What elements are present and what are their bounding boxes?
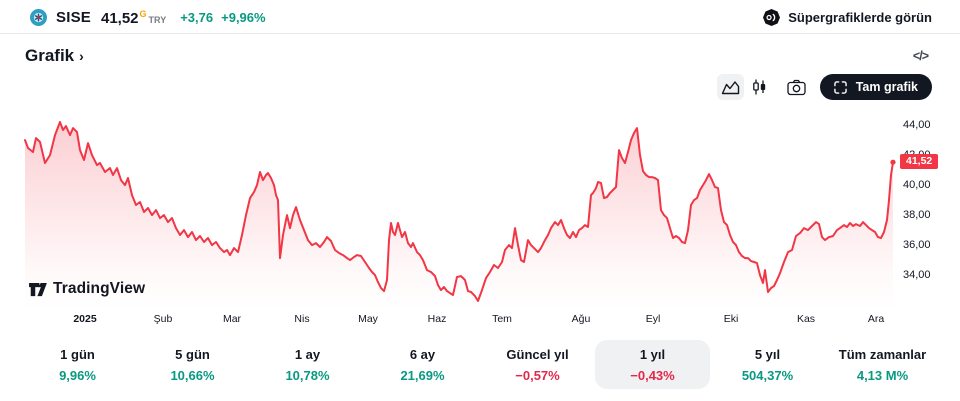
supercharts-link[interactable]: Süpergrafiklerde görün — [763, 9, 932, 26]
period-label: Güncel yıl — [506, 346, 569, 362]
period-selector: 1 gün 9,96% 5 gün 10,66% 1 ay 10,78% 6 ay 21,69… — [0, 332, 960, 389]
x-axis: 2025 Şub Mar Nis May Haz Tem Ağu Eyl Eki Kas Ara — [20, 310, 940, 332]
chart-type-switcher — [716, 74, 773, 100]
period-button-6-ay[interactable]: 6 ay 21,69% — [365, 340, 480, 389]
supercharts-badge-icon — [763, 9, 781, 26]
x-axis-label: Ara — [867, 313, 885, 325]
y-axis-label: 38,00 — [903, 209, 931, 221]
period-label: Tüm zamanlar — [838, 346, 927, 362]
fullscreen-icon — [833, 80, 847, 94]
embed-code-icon[interactable]: </> — [912, 49, 929, 63]
candlestick-icon — [752, 79, 767, 95]
sise-logo-icon — [30, 9, 47, 26]
x-axis-label: Tem — [492, 313, 512, 325]
y-axis-label: 36,00 — [903, 239, 931, 251]
period-button-guncel-yil[interactable]: Güncel yıl −0,57% — [480, 340, 595, 389]
period-label: 1 gün — [60, 346, 95, 362]
currency-label: TRY — [148, 14, 167, 25]
tradingview-attribution[interactable]: TradingView — [28, 280, 145, 298]
area-chart-icon — [721, 80, 740, 95]
price-area-svg[interactable] — [20, 115, 920, 310]
change-absolute: +3,76 — [180, 10, 214, 25]
header-divider — [0, 33, 960, 34]
period-label: 1 ay — [294, 346, 321, 362]
y-axis-label: 44,00 — [903, 119, 931, 131]
period-change-value: 4,13 M% — [856, 367, 909, 383]
period-button-1-gun[interactable]: 1 gün 9,96% — [20, 340, 135, 389]
period-button-tum-zamanlar[interactable]: Tüm zamanlar 4,13 M% — [825, 340, 940, 389]
supercharts-label: Süpergrafiklerde görün — [788, 10, 932, 25]
period-button-5-yil[interactable]: 5 yıl 504,37% — [710, 340, 825, 389]
x-axis-label: Haz — [427, 313, 447, 325]
camera-icon — [787, 79, 806, 96]
period-label: 5 gün — [175, 346, 210, 362]
fullscreen-chart-button[interactable]: Tam grafik — [819, 74, 932, 100]
snapshot-button[interactable] — [783, 74, 810, 100]
section-title-link[interactable]: Grafik › — [25, 46, 84, 66]
x-axis-label: Eki — [723, 313, 739, 325]
period-change-value: 9,96% — [59, 367, 96, 383]
y-axis-label: 40,00 — [903, 179, 931, 191]
period-label: 5 yıl — [754, 346, 781, 362]
widget-header: SISE 41,52GTRY +3,76 +9,96% Süpergrafikl… — [0, 0, 960, 33]
period-change-value: 10,78% — [285, 367, 330, 383]
period-label: 6 ay — [409, 346, 436, 362]
x-axis-label: Ağu — [571, 313, 591, 325]
period-button-5-gun[interactable]: 5 gün 10,66% — [135, 340, 250, 389]
period-change-value: 10,66% — [170, 367, 215, 383]
current-price: 41,52GTRY — [100, 8, 167, 27]
last-price-badge: 41,52 — [900, 154, 939, 169]
x-axis-label: Mar — [222, 313, 242, 325]
period-change-value: 21,69% — [400, 367, 445, 383]
tradingview-attribution-label: TradingView — [53, 280, 146, 297]
x-axis-label: May — [358, 313, 378, 325]
chevron-right-icon: › — [79, 48, 84, 64]
period-change-value: −0,57% — [515, 367, 560, 383]
period-label: 1 yıl — [639, 346, 666, 362]
x-axis-label: 2025 — [73, 313, 97, 325]
change-percent: +9,96% — [221, 10, 266, 25]
x-axis-label: Eyl — [645, 313, 661, 325]
price-line — [24, 121, 894, 302]
chart-toolbar: Tam grafik — [0, 68, 960, 100]
period-button-1-yil[interactable]: 1 yıl −0,43% — [595, 340, 710, 389]
candles-chart-type-button[interactable] — [746, 74, 773, 100]
price-flag: G — [139, 8, 147, 19]
fullscreen-button-label: Tam grafik — [855, 80, 918, 94]
period-change-value: −0,43% — [630, 367, 675, 383]
tradingview-logo-icon — [28, 282, 47, 297]
ticker-symbol: SISE — [56, 9, 91, 26]
period-change-value: 504,37% — [741, 367, 794, 383]
x-axis-label: Nis — [294, 313, 310, 325]
y-axis-label: 34,00 — [903, 269, 931, 281]
section-title-row: Grafik › </> — [0, 34, 960, 68]
last-price-dot — [890, 159, 896, 165]
area-chart-type-button[interactable] — [716, 74, 744, 100]
period-button-1-ay[interactable]: 1 ay 10,78% — [250, 340, 365, 389]
x-axis-label: Şub — [153, 313, 173, 325]
x-axis-label: Kas — [796, 313, 816, 325]
page-title: Grafik — [25, 46, 75, 65]
area-fill — [25, 122, 893, 310]
